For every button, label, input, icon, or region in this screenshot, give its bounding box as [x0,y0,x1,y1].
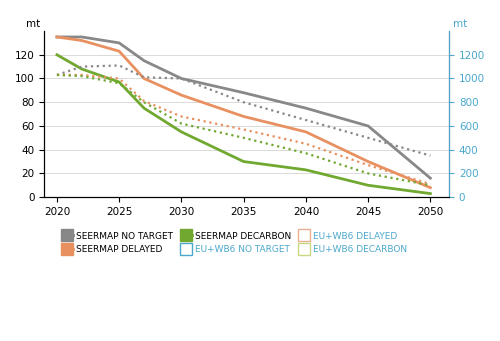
Text: mt: mt [26,19,40,29]
Legend: SEERMAP NO TARGET, SEERMAP DELAYED, SEERMAP DECARBON, EU+WB6 NO TARGET, EU+WB6 D: SEERMAP NO TARGET, SEERMAP DELAYED, SEER… [62,232,407,254]
Text: mt: mt [453,19,467,29]
